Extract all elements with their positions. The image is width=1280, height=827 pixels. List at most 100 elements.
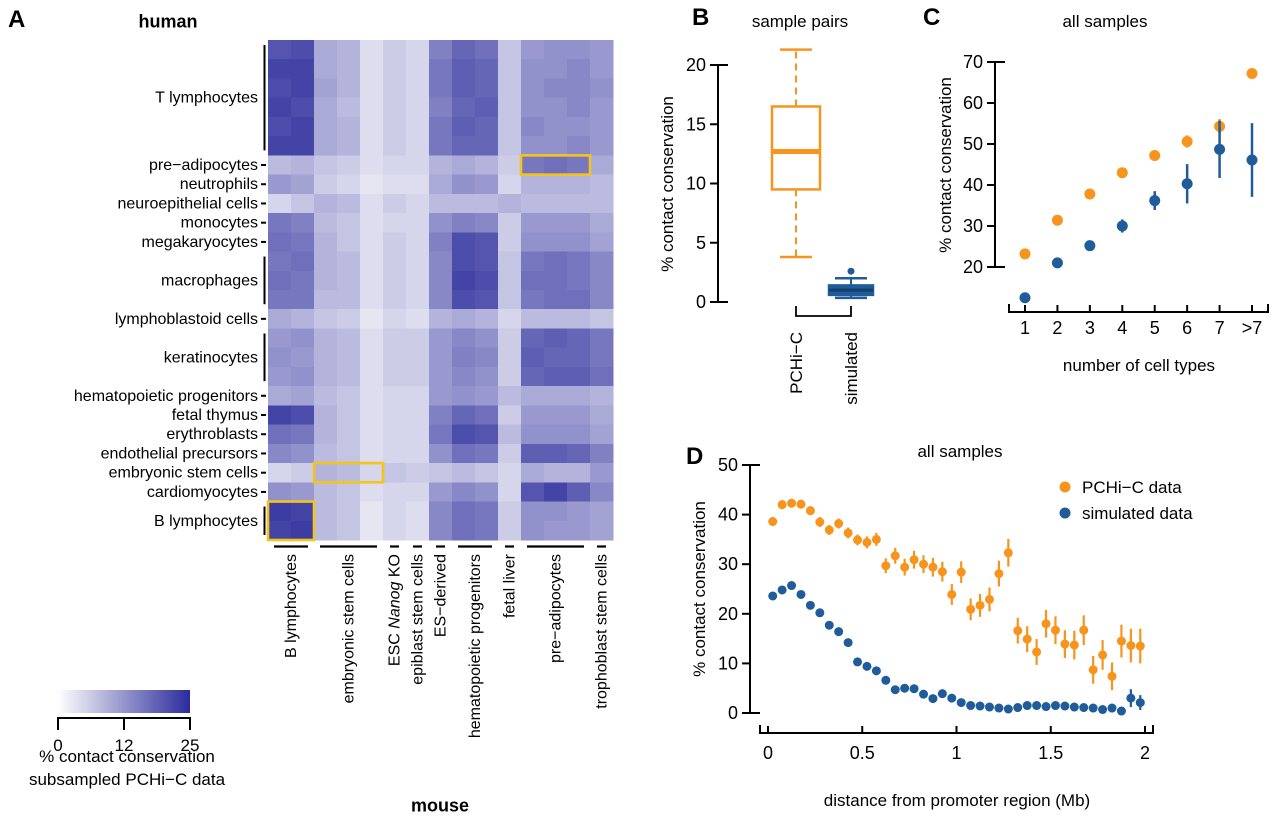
heatmap-cell (360, 116, 384, 137)
heatmap-cell (452, 424, 476, 445)
heatmap-cell (498, 520, 522, 541)
heatmap-cell (521, 347, 545, 368)
heatmap-cell (567, 424, 591, 445)
heatmap-cell (360, 482, 384, 503)
heatmap-cell (452, 290, 476, 310)
panel-b-y-tick-label: 0 (696, 292, 706, 312)
data-point (928, 694, 938, 704)
data-point (1116, 167, 1128, 179)
heatmap-cell (498, 155, 522, 176)
data-point (1126, 693, 1136, 703)
heatmap-cell (360, 155, 384, 176)
data-point (937, 689, 947, 699)
data-point (777, 500, 787, 510)
heatmap-cell (544, 290, 568, 310)
heatmap-cell (544, 193, 568, 214)
data-point (1135, 698, 1145, 708)
data-point (853, 657, 863, 667)
heatmap-cell (567, 347, 591, 368)
heatmap-cell (383, 136, 407, 156)
heatmap-cell (475, 520, 499, 541)
heatmap-cell (429, 328, 453, 349)
heatmap-cell (567, 290, 591, 310)
heatmap-cell (590, 97, 614, 118)
heatmap-cell (314, 59, 338, 80)
heatmap-cell (383, 347, 407, 368)
data-point (1149, 195, 1161, 207)
heatmap-cell (360, 59, 384, 80)
heatmap-cell (383, 424, 407, 445)
heatmap-cell (429, 366, 453, 387)
heatmap-cell (360, 328, 384, 349)
heatmap-cell (429, 309, 453, 330)
heatmap-cell (475, 328, 499, 349)
heatmap-cell (314, 116, 338, 137)
data-point (1088, 665, 1098, 675)
heatmap-cell (337, 386, 361, 406)
heatmap-cell (268, 482, 292, 503)
heatmap-col-label: pre−adipocytes (548, 554, 565, 663)
heatmap-cell (337, 193, 361, 214)
heatmap-cell (429, 174, 453, 195)
panel-d-series-simulateddata (768, 581, 1145, 716)
heatmap-cell (429, 232, 453, 253)
panel-b-y-tick-label: 20 (686, 55, 706, 75)
heatmap-cell (452, 328, 476, 349)
heatmap-cell (521, 290, 545, 310)
data-point (1126, 641, 1136, 651)
heatmap-cell (268, 424, 292, 445)
heatmap-cell (498, 40, 522, 60)
panel-c-series-simulated (1019, 120, 1258, 304)
heatmap-cell (360, 366, 384, 387)
heatmap-cell (521, 155, 545, 176)
panel-d-x-tick-label: 0 (763, 743, 773, 763)
heatmap-cell (452, 386, 476, 406)
heatmap-row-label: monocytes (181, 215, 258, 232)
heatmap-cell (590, 290, 614, 310)
heatmap-cell (268, 155, 292, 176)
data-point (1013, 703, 1023, 713)
data-point (1079, 703, 1089, 713)
heatmap-cell (268, 59, 292, 80)
panel-a-letter: A (8, 6, 26, 33)
panel-d-y-tick-label: 30 (718, 554, 738, 574)
heatmap-cell (521, 501, 545, 522)
heatmap-cell (544, 251, 568, 272)
data-point (966, 701, 976, 711)
heatmap-col-label: hematopoietic progenitors (467, 554, 484, 738)
heatmap-cell (291, 309, 315, 330)
heatmap-cell (406, 366, 430, 387)
heatmap-cell (475, 78, 499, 99)
heatmap-cell (567, 482, 591, 503)
heatmap-cell (475, 290, 499, 310)
data-point (768, 591, 778, 601)
heatmap-cell (383, 405, 407, 426)
heatmap-cell (590, 328, 614, 349)
heatmap-cell (291, 116, 315, 137)
data-point (1135, 641, 1145, 651)
heatmap-cell (429, 78, 453, 99)
heatmap-col-label: ES−derived (433, 554, 450, 637)
heatmap-cell (291, 424, 315, 445)
heatmap-col-label: fetal liver (502, 553, 519, 618)
panel-d-title: all samples (917, 442, 1003, 461)
data-point (1246, 154, 1258, 166)
panel-d-x-tick-label: 2 (1140, 743, 1150, 763)
heatmap-cell (452, 232, 476, 253)
heatmap-cell (383, 174, 407, 195)
heatmap-cell (337, 328, 361, 349)
heatmap-cell (291, 270, 315, 291)
heatmap-cell (498, 501, 522, 522)
heatmap-cell (429, 116, 453, 137)
heatmap-cell (521, 443, 545, 464)
heatmap-cell (291, 443, 315, 464)
heatmap-cell (337, 97, 361, 118)
heatmap-cell (406, 193, 430, 214)
data-point (994, 703, 1004, 713)
heatmap-cell (314, 174, 338, 195)
panel-c-x-tick-label: 7 (1215, 318, 1225, 338)
data-point (862, 537, 872, 547)
heatmap-cell (521, 366, 545, 387)
heatmap-cell (452, 251, 476, 272)
data-point (787, 498, 797, 508)
